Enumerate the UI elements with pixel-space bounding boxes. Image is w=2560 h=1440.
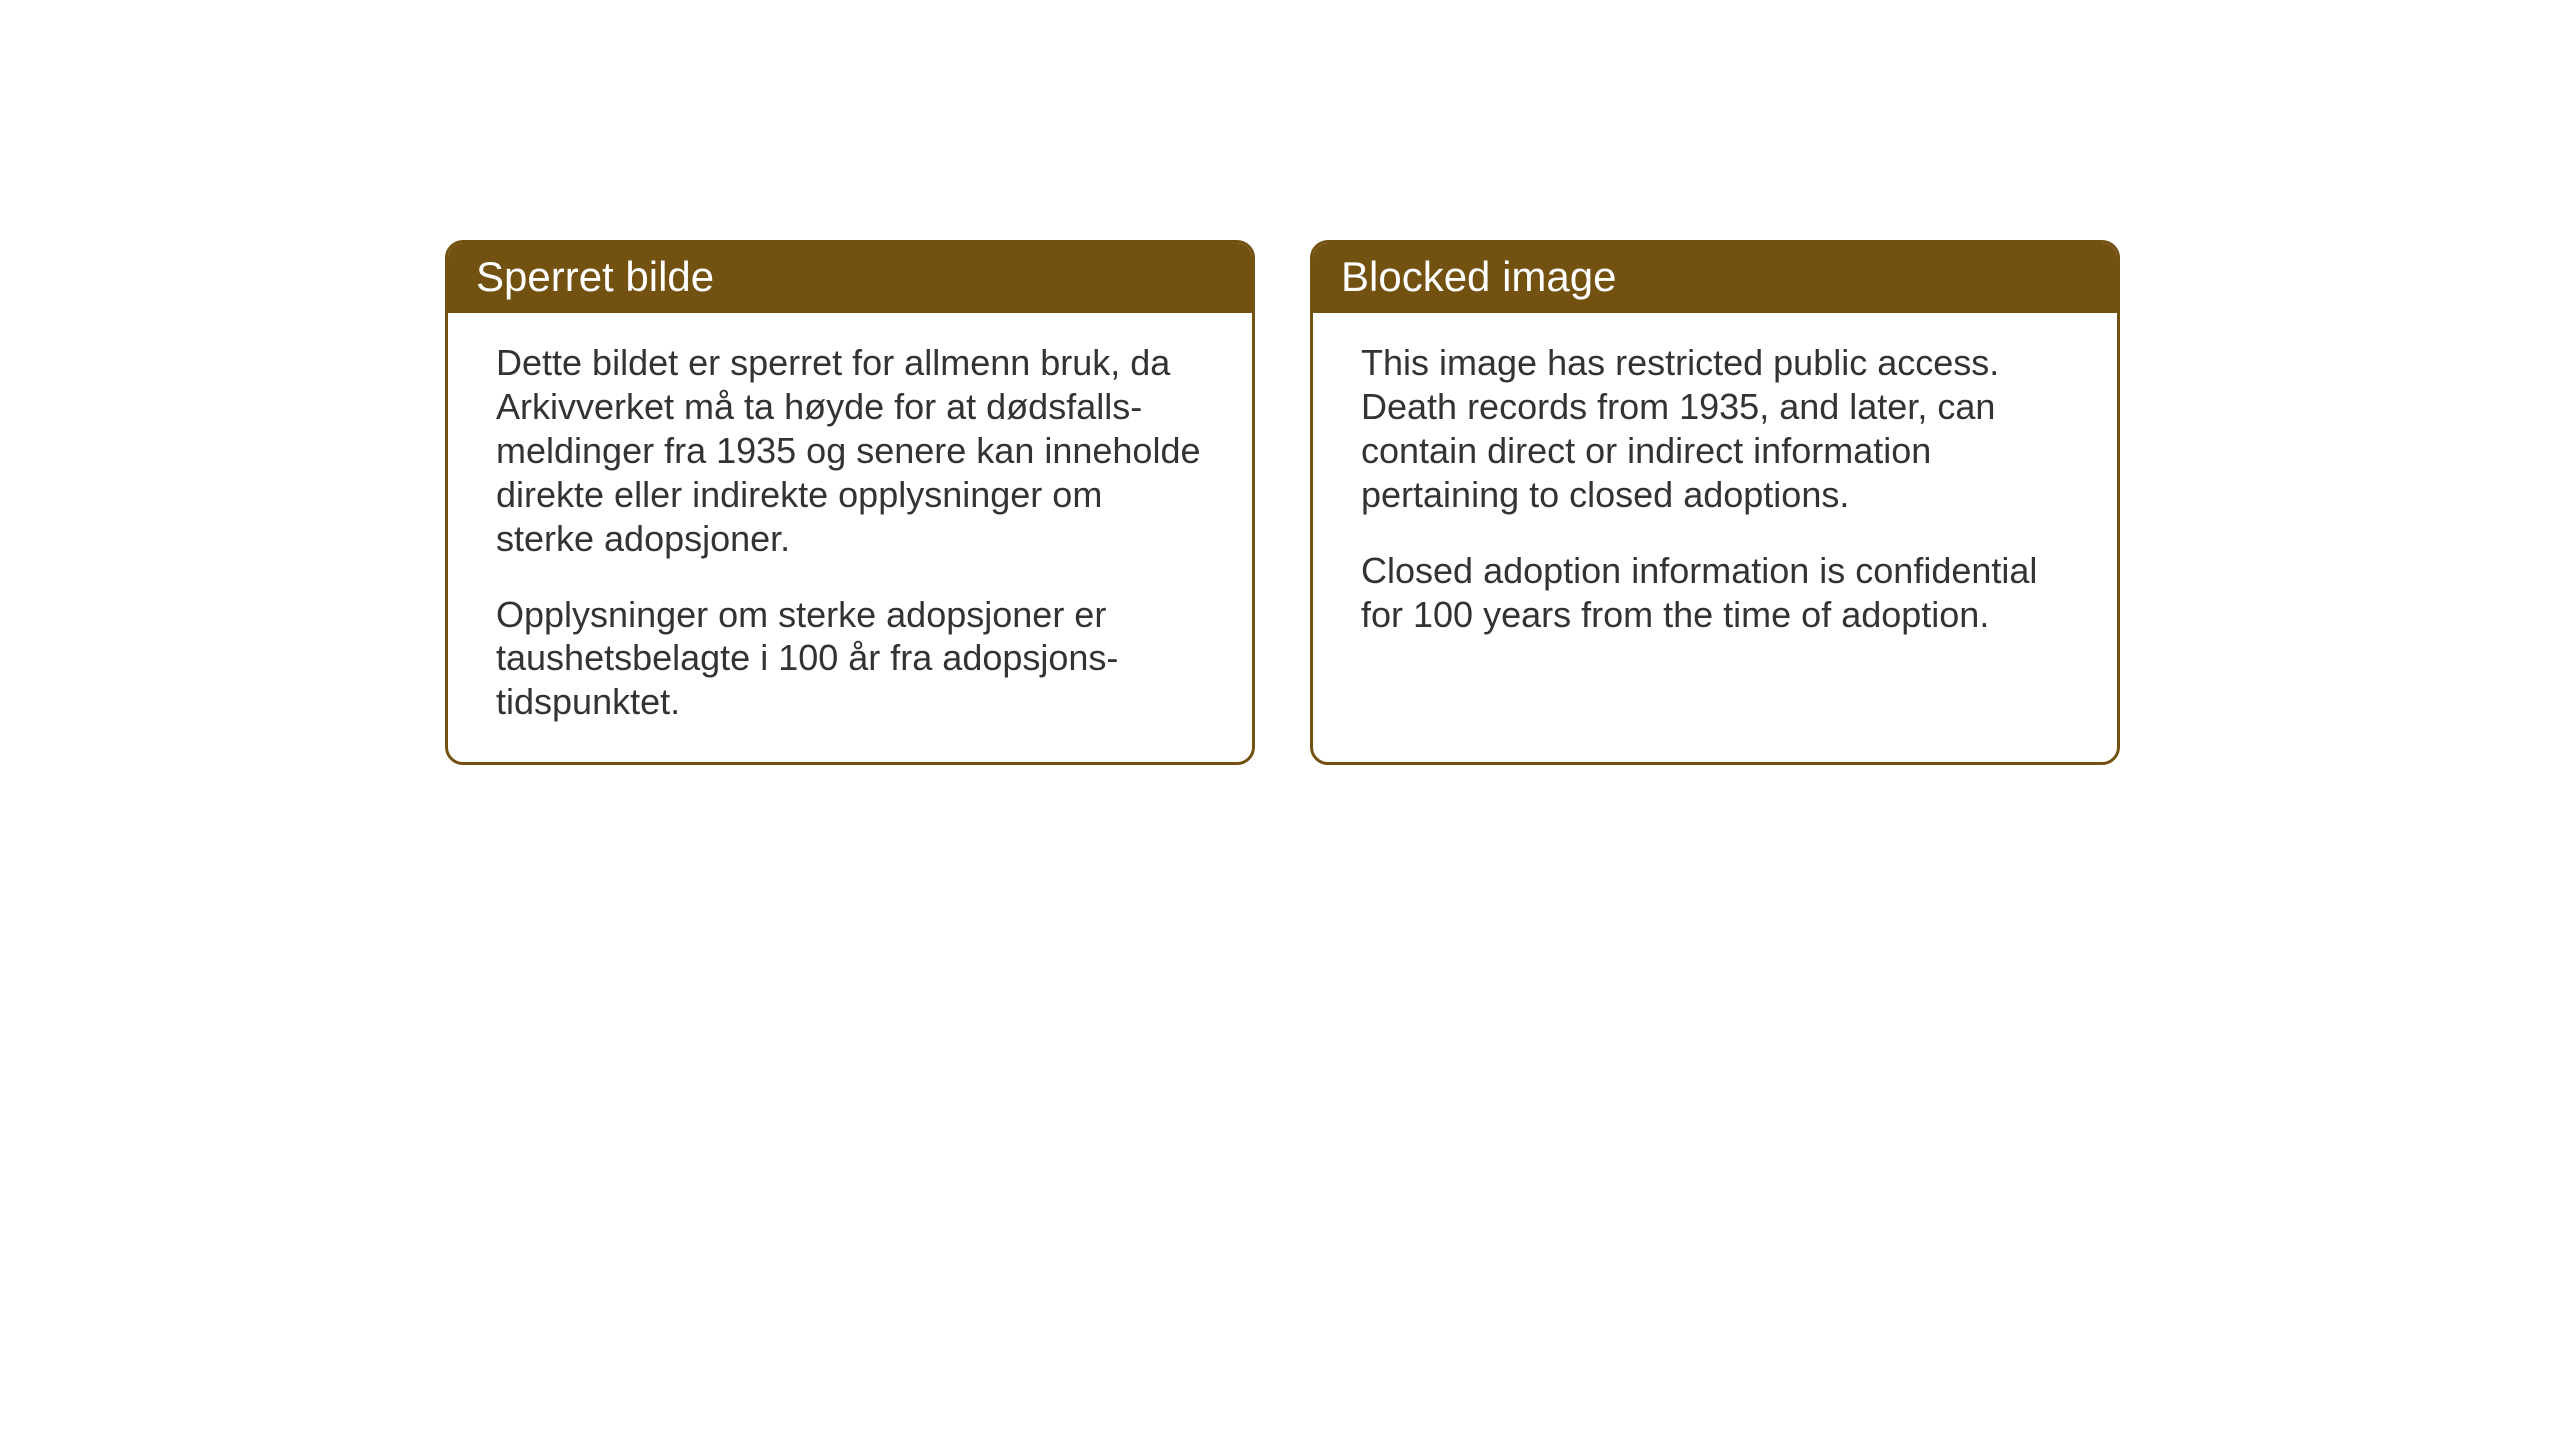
notice-paragraph-1-no: Dette bildet er sperret for allmenn bruk… — [496, 341, 1204, 561]
notice-paragraph-2-en: Closed adoption information is confident… — [1361, 549, 2069, 637]
notice-body-en: This image has restricted public access.… — [1313, 313, 2117, 674]
notice-card-english: Blocked image This image has restricted … — [1310, 240, 2120, 765]
notice-card-norwegian: Sperret bilde Dette bildet er sperret fo… — [445, 240, 1255, 765]
notice-paragraph-1-en: This image has restricted public access.… — [1361, 341, 2069, 517]
notice-header-no: Sperret bilde — [448, 243, 1252, 313]
notice-container: Sperret bilde Dette bildet er sperret fo… — [445, 240, 2120, 765]
notice-title-en: Blocked image — [1341, 253, 1616, 300]
notice-body-no: Dette bildet er sperret for allmenn bruk… — [448, 313, 1252, 762]
notice-header-en: Blocked image — [1313, 243, 2117, 313]
notice-paragraph-2-no: Opplysninger om sterke adopsjoner er tau… — [496, 593, 1204, 725]
notice-title-no: Sperret bilde — [476, 253, 714, 300]
